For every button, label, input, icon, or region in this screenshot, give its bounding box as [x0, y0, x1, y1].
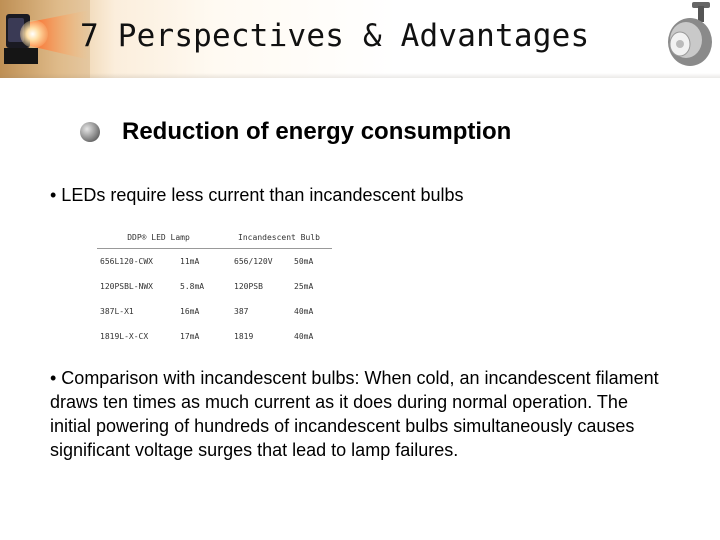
- bulb-current: 40mA: [294, 307, 314, 316]
- bulb-part: 120PSB: [234, 282, 263, 291]
- comparison-table: DDP® LED Lamp Incandescent Bulb 656L120-…: [97, 226, 332, 349]
- led-current: 17mA: [180, 332, 200, 341]
- bullet-led-current: • LEDs require less current than incande…: [50, 185, 464, 205]
- table-row: 120PSBL-NWX 5.8mA 120PSB 25mA: [97, 274, 332, 299]
- bulb-part: 1819: [234, 332, 254, 341]
- bulb-part: 387: [234, 307, 249, 316]
- bulb-current: 50mA: [294, 257, 314, 266]
- bulb-current: 25mA: [294, 282, 314, 291]
- spotlight-image: [668, 2, 712, 66]
- title-band: [0, 0, 720, 78]
- led-part: 656L120-CWX: [100, 257, 153, 266]
- led-current: 11mA: [180, 257, 200, 266]
- table-row: 387L-X1 16mA 387 40mA: [97, 299, 332, 324]
- bulb-part: 656/120V: [234, 257, 273, 266]
- led-current: 16mA: [180, 307, 200, 316]
- led-part: 387L-X1: [100, 307, 134, 316]
- table-row: 656L120-CWX 11mA 656/120V 50mA: [97, 249, 332, 275]
- led-current: 5.8mA: [180, 282, 205, 291]
- led-part: 1819L-X-CX: [100, 332, 149, 341]
- header-incandescent-bulb: Incandescent Bulb: [220, 226, 332, 249]
- table-row: 1819L-X-CX 17mA 1819 40mA: [97, 324, 332, 349]
- table-header-row: DDP® LED Lamp Incandescent Bulb: [97, 226, 332, 249]
- slide-title: 7 Perspectives & Advantages: [80, 18, 590, 54]
- led-lamp-image: [0, 0, 90, 78]
- header-led-lamp: DDP® LED Lamp: [97, 226, 220, 249]
- section-heading: Reduction of energy consumption: [122, 118, 512, 145]
- bullet-comparison: • Comparison with incandescent bulbs: Wh…: [50, 368, 659, 460]
- sphere-bullet-icon: [80, 122, 100, 142]
- bulb-current: 40mA: [294, 332, 314, 341]
- led-part: 120PSBL-NWX: [100, 282, 153, 291]
